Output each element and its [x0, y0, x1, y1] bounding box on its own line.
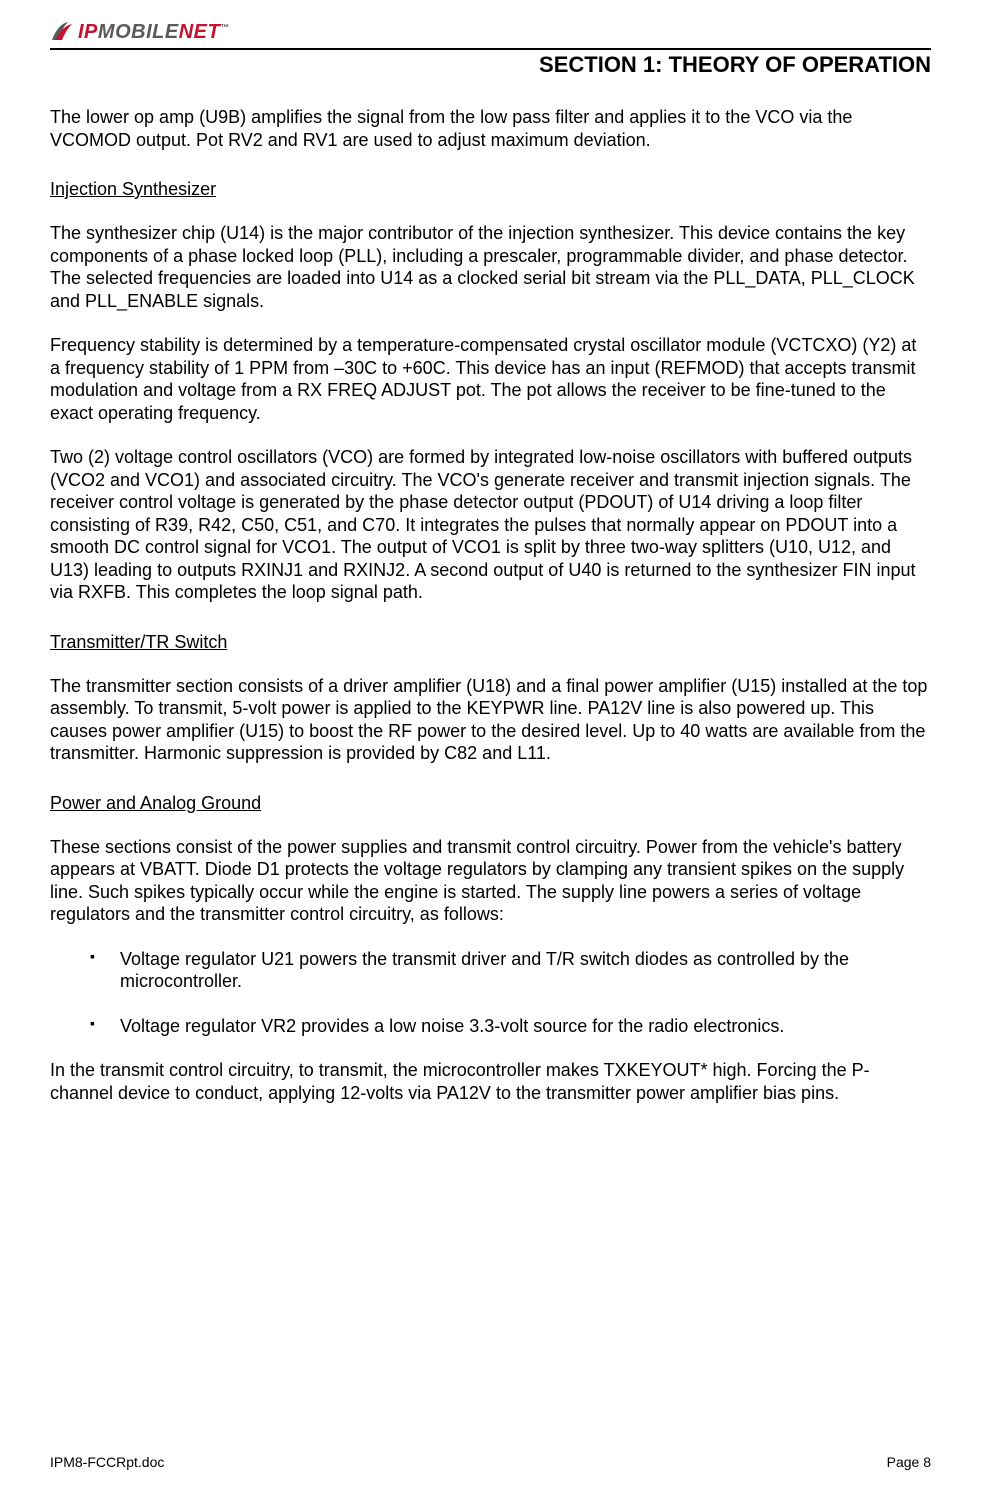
footer-right: Page 8 [887, 1454, 931, 1470]
page-footer: IPM8-FCCRpt.doc Page 8 [50, 1454, 931, 1470]
logo-swoosh-icon [50, 20, 78, 44]
logo-mobile: MOBILE [98, 21, 179, 43]
injection-p2: Frequency stability is determined by a t… [50, 334, 931, 424]
logo-net: NET [179, 21, 221, 43]
logo-text: IPMOBILENET™ [78, 21, 230, 44]
transmitter-heading: Transmitter/TR Switch [50, 632, 931, 653]
intro-paragraph: The lower op amp (U9B) amplifies the sig… [50, 106, 931, 151]
injection-p1: The synthesizer chip (U14) is the major … [50, 222, 931, 312]
header-divider [50, 48, 931, 50]
power-p2: In the transmit control circuitry, to tr… [50, 1059, 931, 1104]
power-heading: Power and Analog Ground [50, 793, 931, 814]
section-title: SECTION 1: THEORY OF OPERATION [539, 52, 931, 77]
list-item: Voltage regulator VR2 provides a low noi… [90, 1015, 931, 1038]
list-item: Voltage regulator U21 powers the transmi… [90, 948, 931, 993]
transmitter-p1: The transmitter section consists of a dr… [50, 675, 931, 765]
logo-tm: ™ [220, 22, 230, 32]
injection-heading: Injection Synthesizer [50, 179, 931, 200]
power-p1: These sections consist of the power supp… [50, 836, 931, 926]
injection-p3: Two (2) voltage control oscillators (VCO… [50, 446, 931, 604]
section-title-row: SECTION 1: THEORY OF OPERATION [50, 52, 931, 78]
footer-left: IPM8-FCCRpt.doc [50, 1454, 164, 1470]
logo: IPMOBILENET™ [50, 20, 931, 44]
logo-ip: IP [78, 21, 98, 43]
power-bullet-list: Voltage regulator U21 powers the transmi… [90, 948, 931, 1038]
